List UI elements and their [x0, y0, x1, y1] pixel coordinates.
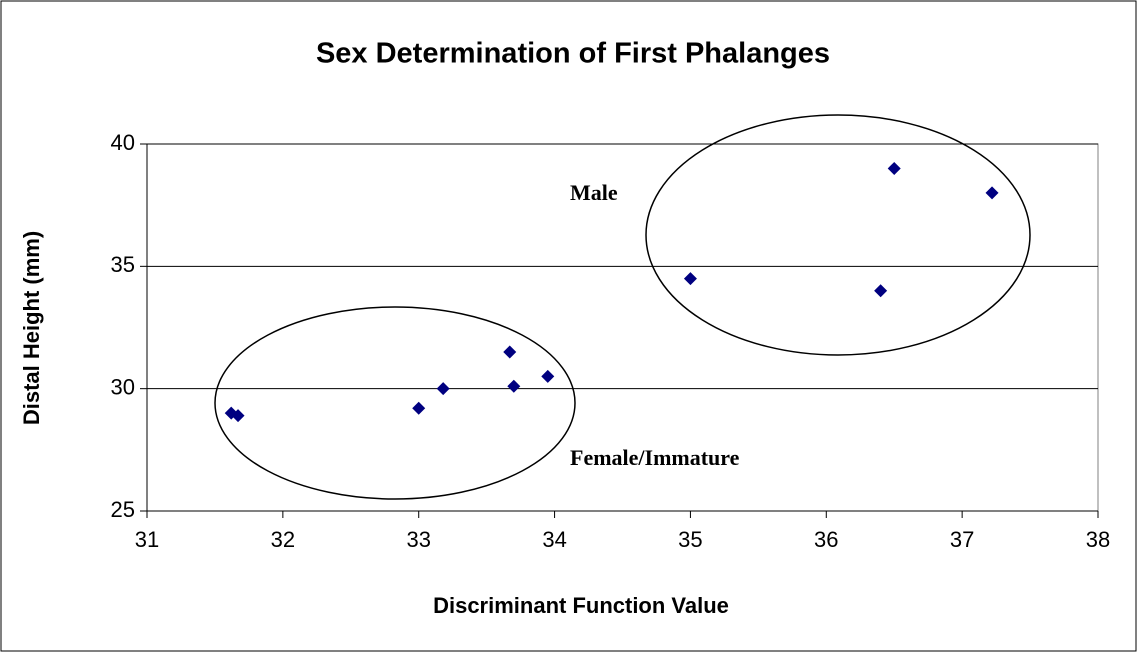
chart-title: Sex Determination of First Phalanges	[316, 38, 830, 70]
annotation: Male	[570, 180, 618, 205]
x-tick-label: 34	[542, 527, 566, 552]
point	[887, 161, 901, 175]
x-tick-label: 36	[814, 527, 838, 552]
x-tick-label: 33	[406, 527, 430, 552]
annotation: Female/Immature	[570, 445, 740, 470]
x-tick-label: 35	[678, 527, 702, 552]
point	[503, 345, 517, 359]
point	[507, 379, 521, 393]
y-tick-label: 25	[111, 497, 135, 522]
x-tick-label: 38	[1086, 527, 1110, 552]
y-tick-label: 35	[111, 252, 135, 277]
x-tick-label: 37	[950, 527, 974, 552]
point	[874, 284, 888, 298]
point	[412, 401, 426, 415]
x-tick-label: 32	[271, 527, 295, 552]
point	[436, 382, 450, 396]
y-axis-label: Distal Height (mm)	[19, 231, 44, 425]
point	[231, 409, 245, 423]
point	[683, 272, 697, 286]
point	[541, 369, 555, 383]
x-tick-label: 31	[135, 527, 159, 552]
plot-area	[146, 143, 1099, 512]
y-tick-label: 40	[111, 130, 135, 155]
male-ellipse	[645, 114, 1031, 356]
x-axis-label: Discriminant Function Value	[433, 593, 729, 618]
female-ellipse	[214, 306, 576, 500]
y-tick-label: 30	[111, 374, 135, 399]
point	[985, 186, 999, 200]
